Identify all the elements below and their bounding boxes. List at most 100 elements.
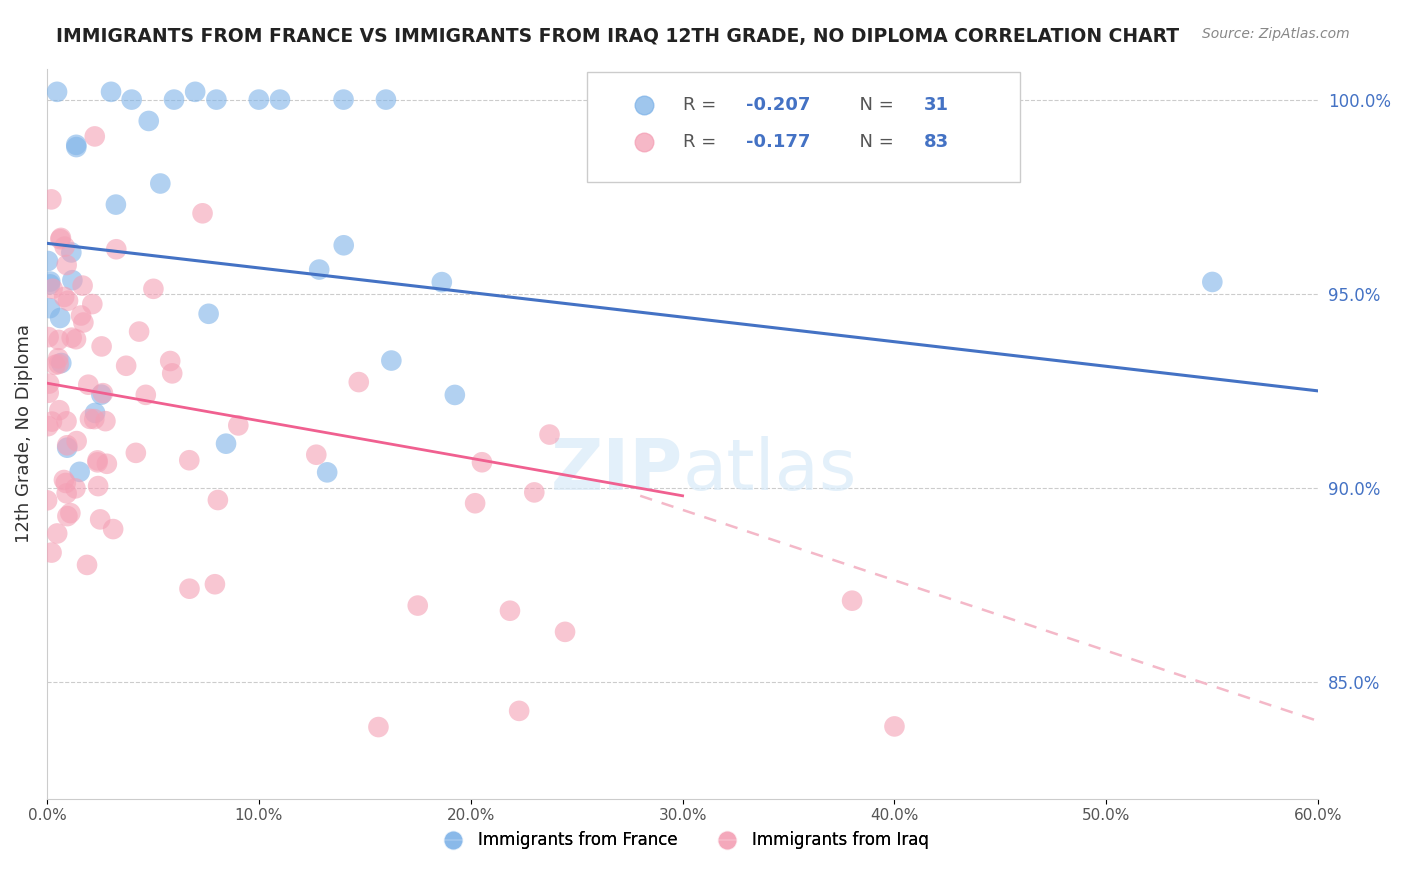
Immigrants from Iraq bbox=[135, 388, 157, 402]
Text: -0.177: -0.177 bbox=[747, 133, 810, 151]
Immigrants from France bbox=[100, 85, 122, 99]
Immigrants from Iraq bbox=[37, 493, 59, 508]
Immigrants from Iraq bbox=[41, 282, 63, 296]
Immigrants from France bbox=[65, 137, 87, 152]
Immigrants from Iraq bbox=[48, 357, 70, 371]
Immigrants from Iraq bbox=[44, 358, 66, 372]
Text: 83: 83 bbox=[924, 133, 949, 151]
Immigrants from Iraq bbox=[49, 231, 72, 245]
Immigrants from Iraq bbox=[464, 496, 486, 510]
Text: R =: R = bbox=[682, 133, 721, 151]
Immigrants from France bbox=[37, 254, 59, 268]
Immigrants from France bbox=[104, 197, 127, 211]
Immigrants from Iraq bbox=[72, 316, 94, 330]
Text: N =: N = bbox=[848, 96, 900, 114]
Immigrants from Iraq bbox=[160, 367, 183, 381]
Immigrants from Iraq bbox=[523, 485, 546, 500]
Immigrants from Iraq bbox=[226, 418, 249, 433]
Immigrants from France bbox=[60, 245, 83, 260]
Immigrants from Iraq bbox=[179, 453, 201, 467]
Immigrants from Iraq bbox=[46, 526, 69, 541]
Text: IMMIGRANTS FROM FRANCE VS IMMIGRANTS FROM IRAQ 12TH GRADE, NO DIPLOMA CORRELATIO: IMMIGRANTS FROM FRANCE VS IMMIGRANTS FRO… bbox=[56, 27, 1180, 45]
Immigrants from Iraq bbox=[90, 339, 112, 353]
Immigrants from Iraq bbox=[883, 719, 905, 733]
Immigrants from France bbox=[39, 277, 62, 292]
Immigrants from France bbox=[316, 466, 339, 480]
Text: -0.207: -0.207 bbox=[747, 96, 810, 114]
Point bbox=[1032, 481, 1054, 495]
Legend: Immigrants from France, Immigrants from Iraq: Immigrants from France, Immigrants from … bbox=[429, 825, 936, 856]
Y-axis label: 12th Grade, No Diploma: 12th Grade, No Diploma bbox=[15, 324, 32, 543]
Immigrants from Iraq bbox=[56, 438, 79, 452]
Immigrants from Iraq bbox=[48, 333, 70, 347]
Immigrants from Iraq bbox=[66, 434, 89, 449]
Immigrants from Iraq bbox=[60, 331, 83, 345]
Point bbox=[247, 93, 270, 107]
Immigrants from France bbox=[65, 140, 87, 154]
Immigrants from Iraq bbox=[65, 482, 87, 496]
Immigrants from France bbox=[215, 436, 238, 450]
Immigrants from Iraq bbox=[471, 455, 494, 469]
Immigrants from Iraq bbox=[56, 293, 79, 308]
Immigrants from Iraq bbox=[55, 258, 77, 272]
Immigrants from France bbox=[1201, 275, 1223, 289]
Immigrants from France bbox=[60, 273, 83, 287]
Immigrants from Iraq bbox=[406, 599, 429, 613]
Immigrants from Iraq bbox=[41, 193, 63, 207]
Immigrants from France bbox=[430, 275, 453, 289]
Immigrants from France bbox=[90, 387, 112, 401]
Immigrants from Iraq bbox=[55, 414, 77, 428]
Immigrants from Iraq bbox=[347, 375, 370, 389]
Text: R =: R = bbox=[682, 96, 721, 114]
Immigrants from Iraq bbox=[367, 720, 389, 734]
Immigrants from France bbox=[138, 114, 160, 128]
Immigrants from France bbox=[46, 85, 69, 99]
Immigrants from Iraq bbox=[53, 239, 76, 253]
Immigrants from France bbox=[308, 262, 330, 277]
Immigrants from Iraq bbox=[38, 385, 60, 400]
Immigrants from Iraq bbox=[55, 475, 77, 490]
Immigrants from Iraq bbox=[508, 704, 530, 718]
Immigrants from Iraq bbox=[41, 415, 63, 429]
Immigrants from Iraq bbox=[55, 486, 77, 500]
Immigrants from France bbox=[197, 307, 219, 321]
Immigrants from Iraq bbox=[125, 446, 148, 460]
Immigrants from Iraq bbox=[87, 479, 110, 493]
Immigrants from Iraq bbox=[86, 453, 108, 467]
Immigrants from Iraq bbox=[65, 332, 87, 346]
Immigrants from Iraq bbox=[38, 376, 60, 391]
Immigrants from Iraq bbox=[305, 448, 328, 462]
Text: atlas: atlas bbox=[682, 435, 858, 505]
Point bbox=[799, 93, 821, 107]
Immigrants from Iraq bbox=[48, 403, 70, 417]
Immigrants from Iraq bbox=[37, 419, 59, 434]
Immigrants from Iraq bbox=[191, 206, 214, 220]
Point bbox=[778, 93, 800, 107]
Immigrants from Iraq bbox=[101, 522, 124, 536]
Immigrants from France bbox=[49, 310, 72, 325]
Text: Source: ZipAtlas.com: Source: ZipAtlas.com bbox=[1202, 27, 1350, 41]
Immigrants from Iraq bbox=[86, 455, 108, 469]
Immigrants from France bbox=[332, 238, 354, 252]
Text: 31: 31 bbox=[924, 96, 949, 114]
Point bbox=[374, 93, 396, 107]
Immigrants from France bbox=[149, 177, 172, 191]
Immigrants from Iraq bbox=[207, 493, 229, 508]
Point bbox=[205, 93, 228, 107]
Immigrants from Iraq bbox=[46, 351, 69, 366]
Immigrants from Iraq bbox=[83, 412, 105, 426]
Immigrants from France bbox=[56, 441, 79, 455]
Immigrants from Iraq bbox=[56, 509, 79, 524]
Immigrants from Iraq bbox=[79, 412, 101, 426]
Immigrants from Iraq bbox=[128, 325, 150, 339]
Text: N =: N = bbox=[848, 133, 900, 151]
Point bbox=[269, 93, 291, 107]
Immigrants from Iraq bbox=[142, 282, 165, 296]
Immigrants from France bbox=[184, 85, 207, 99]
Immigrants from Iraq bbox=[38, 330, 60, 344]
Immigrants from Iraq bbox=[105, 242, 128, 256]
Point bbox=[778, 93, 800, 107]
Immigrants from Iraq bbox=[115, 359, 138, 373]
Immigrants from Iraq bbox=[83, 129, 105, 144]
Immigrants from Iraq bbox=[841, 593, 863, 607]
